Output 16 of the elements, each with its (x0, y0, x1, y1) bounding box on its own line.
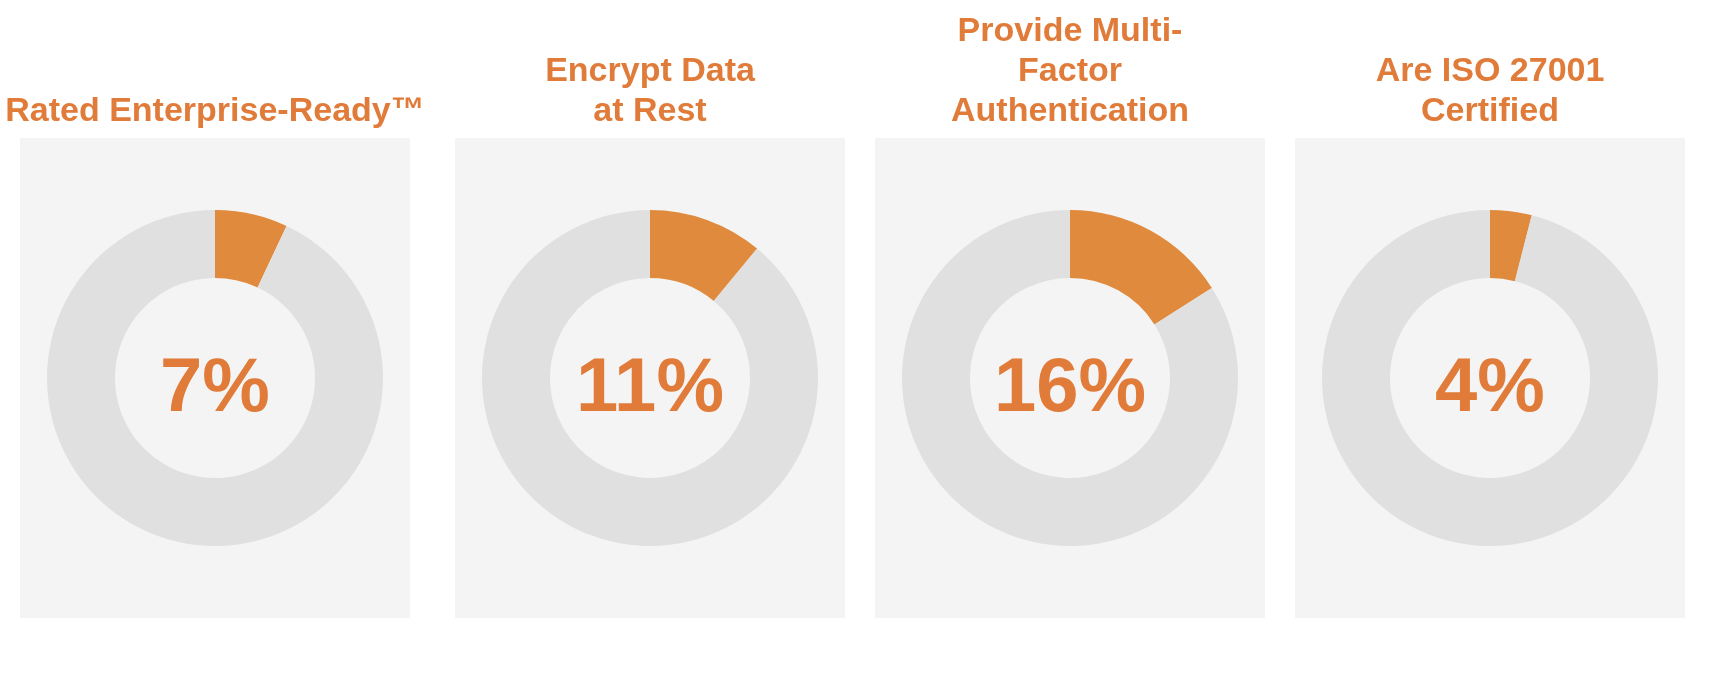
chart-title: Are ISO 27001 Certified (1375, 50, 1605, 128)
donut-slice (650, 210, 758, 301)
donut-slice (902, 210, 1238, 546)
donut-slice (47, 210, 383, 546)
chart-title: Provide Multi- Factor Authentication (951, 10, 1189, 128)
text: 7% (160, 342, 270, 427)
donut-slice (1070, 210, 1212, 325)
chart-title: Encrypt Data at Rest (545, 50, 756, 128)
text: 16% (993, 342, 1147, 427)
donut-slice (1322, 210, 1658, 546)
donut-slice (215, 210, 287, 288)
chart-title: Rated Enterprise-Ready™ (5, 90, 425, 128)
text: 11% (576, 342, 724, 427)
donut-slice (1490, 210, 1532, 282)
donut-slice (482, 210, 818, 546)
text: 4% (1435, 342, 1545, 427)
